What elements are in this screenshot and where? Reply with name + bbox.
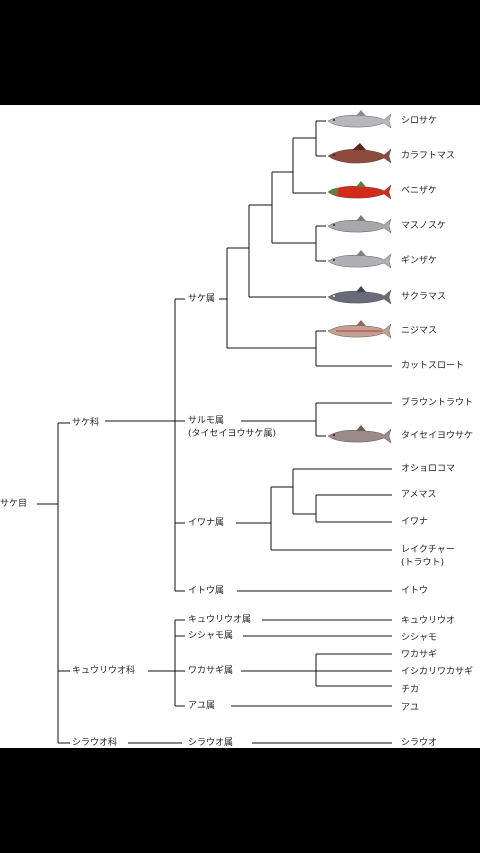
genus-label-kyuuriuo: キュウリウオ属	[188, 615, 252, 625]
species-label: マスノスケ	[401, 221, 447, 231]
genus-label-itou: イトウ属	[188, 586, 225, 596]
tree-lines	[37, 110, 392, 744]
species-label: シラウオ	[401, 738, 438, 748]
genus-label-salmo-alt: (タイセイヨウサケ属)	[188, 429, 277, 439]
fish-karafutomasu-icon	[327, 143, 392, 164]
fish-sakuramasu-icon	[327, 286, 392, 305]
species-label: ワカサギ	[401, 650, 438, 660]
species-label: シシャモ	[401, 633, 438, 643]
species-label: ニジマス	[401, 326, 438, 336]
genus-label-salmo: サルモ属	[188, 416, 225, 426]
species-label: イトウ	[401, 586, 429, 596]
fish-masunosuke-icon	[327, 215, 392, 234]
phylogenetic-tree-panel: サケ目 サケ科 キュウリウオ科 シラウオ科 サケ属 サルモ属 (タイセイヨウサケ…	[0, 105, 480, 748]
family-label-kyuuriuo: キュウリウオ科	[72, 666, 136, 676]
species-label: カットスロート	[401, 361, 465, 371]
family-label-shirauo: シラウオ科	[72, 738, 118, 748]
species-label: オショロコマ	[401, 464, 456, 474]
genus-label-wakasagi: ワカサギ属	[188, 666, 234, 676]
species-label: ブラウントラウト	[401, 398, 474, 408]
species-label: カラフトマス	[401, 151, 456, 161]
species-label: シロサケ	[401, 116, 438, 126]
genus-label-sake: サケ属	[188, 294, 216, 304]
genus-label-ayu: アユ属	[188, 701, 216, 711]
species-label: アメマス	[401, 490, 437, 500]
species-label: アユ	[401, 703, 420, 713]
species-label: チカ	[401, 685, 420, 695]
species-label: レイクチャー	[401, 545, 455, 555]
fish-shirosake-icon	[327, 110, 392, 129]
family-label-sake: サケ科	[72, 418, 100, 428]
genus-label-iwana: イワナ属	[188, 518, 225, 528]
fish-benizake-icon	[327, 181, 392, 200]
genus-label-shirauo: シラウオ属	[188, 738, 234, 748]
fish-ginzake-icon	[327, 250, 392, 269]
genus-label-shishamo: シシャモ属	[188, 631, 234, 641]
species-label: キュウリウオ	[401, 616, 456, 626]
species-label: (トラウト)	[401, 558, 445, 568]
species-label: ベニザケ	[401, 186, 438, 196]
species-label: サクラマス	[401, 292, 447, 302]
species-label: タイセイヨウサケ	[401, 431, 474, 441]
species-label: イワナ	[401, 517, 429, 527]
fish-nijimasu-icon	[327, 320, 392, 339]
order-label: サケ目	[0, 499, 28, 509]
fish-taiseiyousake-icon	[327, 425, 392, 444]
species-label: イシカリワカサギ	[401, 667, 474, 677]
species-label: ギンザケ	[401, 256, 438, 266]
